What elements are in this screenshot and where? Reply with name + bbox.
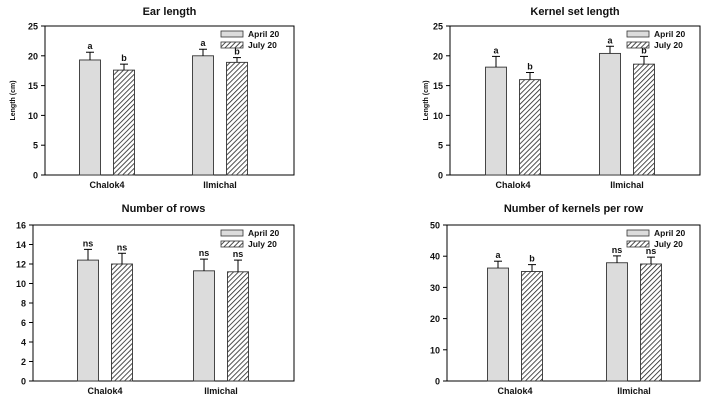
y-tick-label: 15	[28, 81, 38, 91]
significance-label: ns	[233, 249, 244, 259]
chart-panel-3: Number of rows 0 2 4 6 8 10 12 14 16 ns ns Chalok4 ns…	[16, 203, 295, 396]
y-tick-label: 14	[16, 240, 26, 250]
y-tick-label: 0	[438, 171, 443, 181]
bar-april-chalok4	[79, 59, 101, 176]
legend-swatch	[220, 41, 244, 49]
plot-frame	[449, 25, 701, 176]
significance-label: b	[641, 45, 647, 55]
bar-july-ilmichal	[227, 271, 249, 382]
bar-april-chalok4	[485, 66, 507, 176]
y-tick-label: 0	[21, 377, 26, 387]
plot-frame	[44, 25, 295, 176]
legend-swatch	[220, 229, 244, 237]
bar-april-chalok4	[77, 259, 99, 382]
y-axis-label: Length (cm)	[10, 80, 17, 120]
x-tick-label: Ilmichal	[610, 180, 644, 190]
y-tick-label: 12	[16, 260, 26, 270]
significance-label: b	[234, 47, 240, 57]
legend-label: April 20	[248, 228, 279, 238]
legend-label: April 20	[654, 29, 685, 39]
y-tick-label: 10	[16, 279, 26, 289]
x-tick-label: Ilmichal	[203, 180, 237, 190]
legend-label: July 20	[654, 40, 683, 50]
chart-title: Kernel set length	[530, 6, 620, 18]
chart-panel-1: Ear length 0 5 10 15 20 25 Length (cm) a b Chalok4…	[10, 6, 295, 190]
legend-label: July 20	[248, 40, 277, 50]
chart-title: Number of rows	[122, 203, 206, 215]
y-tick-label: 30	[430, 283, 440, 293]
significance-label: a	[495, 250, 501, 260]
significance-label: a	[87, 41, 93, 51]
significance-label: ns	[646, 246, 657, 256]
y-tick-label: 0	[435, 377, 440, 387]
bar-july-chalok4	[521, 271, 543, 382]
legend-swatch	[626, 240, 650, 248]
y-tick-label: 0	[33, 171, 38, 181]
y-tick-label: 20	[28, 51, 38, 61]
y-tick-label: 50	[430, 221, 440, 231]
chart-panel-2: Kernel set length 0 5 10 15 20 25 Length (cm) a b…	[423, 6, 701, 190]
y-tick-label: 6	[21, 318, 26, 328]
y-tick-label: 15	[433, 81, 443, 91]
chart-title: Number of kernels per row	[504, 203, 644, 215]
y-tick-label: 40	[430, 252, 440, 262]
significance-label: b	[529, 254, 535, 264]
significance-label: ns	[83, 238, 94, 248]
chart-panel-4: Number of kernels per row 0 10 20 30 40 50 a b Ch…	[430, 203, 701, 396]
bar-april-ilmichal	[192, 55, 214, 176]
legend-swatch	[220, 30, 244, 38]
significance-label: ns	[199, 248, 210, 258]
y-tick-label: 2	[21, 357, 26, 367]
bar-july-chalok4	[519, 79, 541, 176]
bar-july-ilmichal	[633, 63, 655, 176]
y-axis-label: Length (cm)	[423, 80, 430, 120]
bar-july-ilmichal	[226, 61, 248, 176]
bar-july-chalok4	[113, 69, 135, 176]
legend-label: April 20	[248, 29, 279, 39]
y-tick-label: 20	[433, 51, 443, 61]
bar-april-ilmichal	[599, 52, 621, 176]
bar-july-ilmichal	[640, 263, 662, 382]
x-tick-label: Ilmichal	[617, 386, 651, 396]
y-tick-label: 10	[433, 111, 443, 121]
y-tick-label: 25	[28, 22, 38, 32]
legend-label: July 20	[654, 239, 683, 249]
significance-label: a	[200, 38, 206, 48]
x-tick-label: Chalok4	[495, 180, 530, 190]
legend-swatch	[626, 41, 650, 49]
significance-label: ns	[612, 245, 623, 255]
significance-label: b	[121, 53, 127, 63]
y-tick-label: 25	[433, 22, 443, 32]
significance-label: a	[607, 35, 613, 45]
y-tick-label: 10	[28, 111, 38, 121]
chart-title: Ear length	[143, 6, 197, 18]
x-tick-label: Chalok4	[89, 180, 124, 190]
y-tick-label: 20	[430, 314, 440, 324]
significance-label: a	[493, 45, 499, 55]
y-tick-label: 5	[33, 141, 38, 151]
legend-swatch	[626, 229, 650, 237]
bar-july-chalok4	[111, 263, 133, 382]
x-tick-label: Ilmichal	[204, 386, 238, 396]
y-tick-label: 10	[430, 345, 440, 355]
y-tick-label: 8	[21, 299, 26, 309]
x-tick-label: Chalok4	[87, 386, 122, 396]
legend-label: July 20	[248, 239, 277, 249]
legend-swatch	[626, 30, 650, 38]
plot-frame	[446, 224, 701, 382]
bar-april-chalok4	[487, 267, 509, 382]
y-tick-label: 16	[16, 221, 26, 231]
significance-label: ns	[117, 242, 128, 252]
bar-april-ilmichal	[193, 270, 215, 382]
legend-swatch	[220, 240, 244, 248]
legend-label: April 20	[654, 228, 685, 238]
y-tick-label: 5	[438, 141, 443, 151]
x-tick-label: Chalok4	[497, 386, 532, 396]
significance-label: b	[527, 61, 533, 71]
y-tick-label: 4	[21, 338, 26, 348]
bar-april-ilmichal	[606, 262, 628, 382]
